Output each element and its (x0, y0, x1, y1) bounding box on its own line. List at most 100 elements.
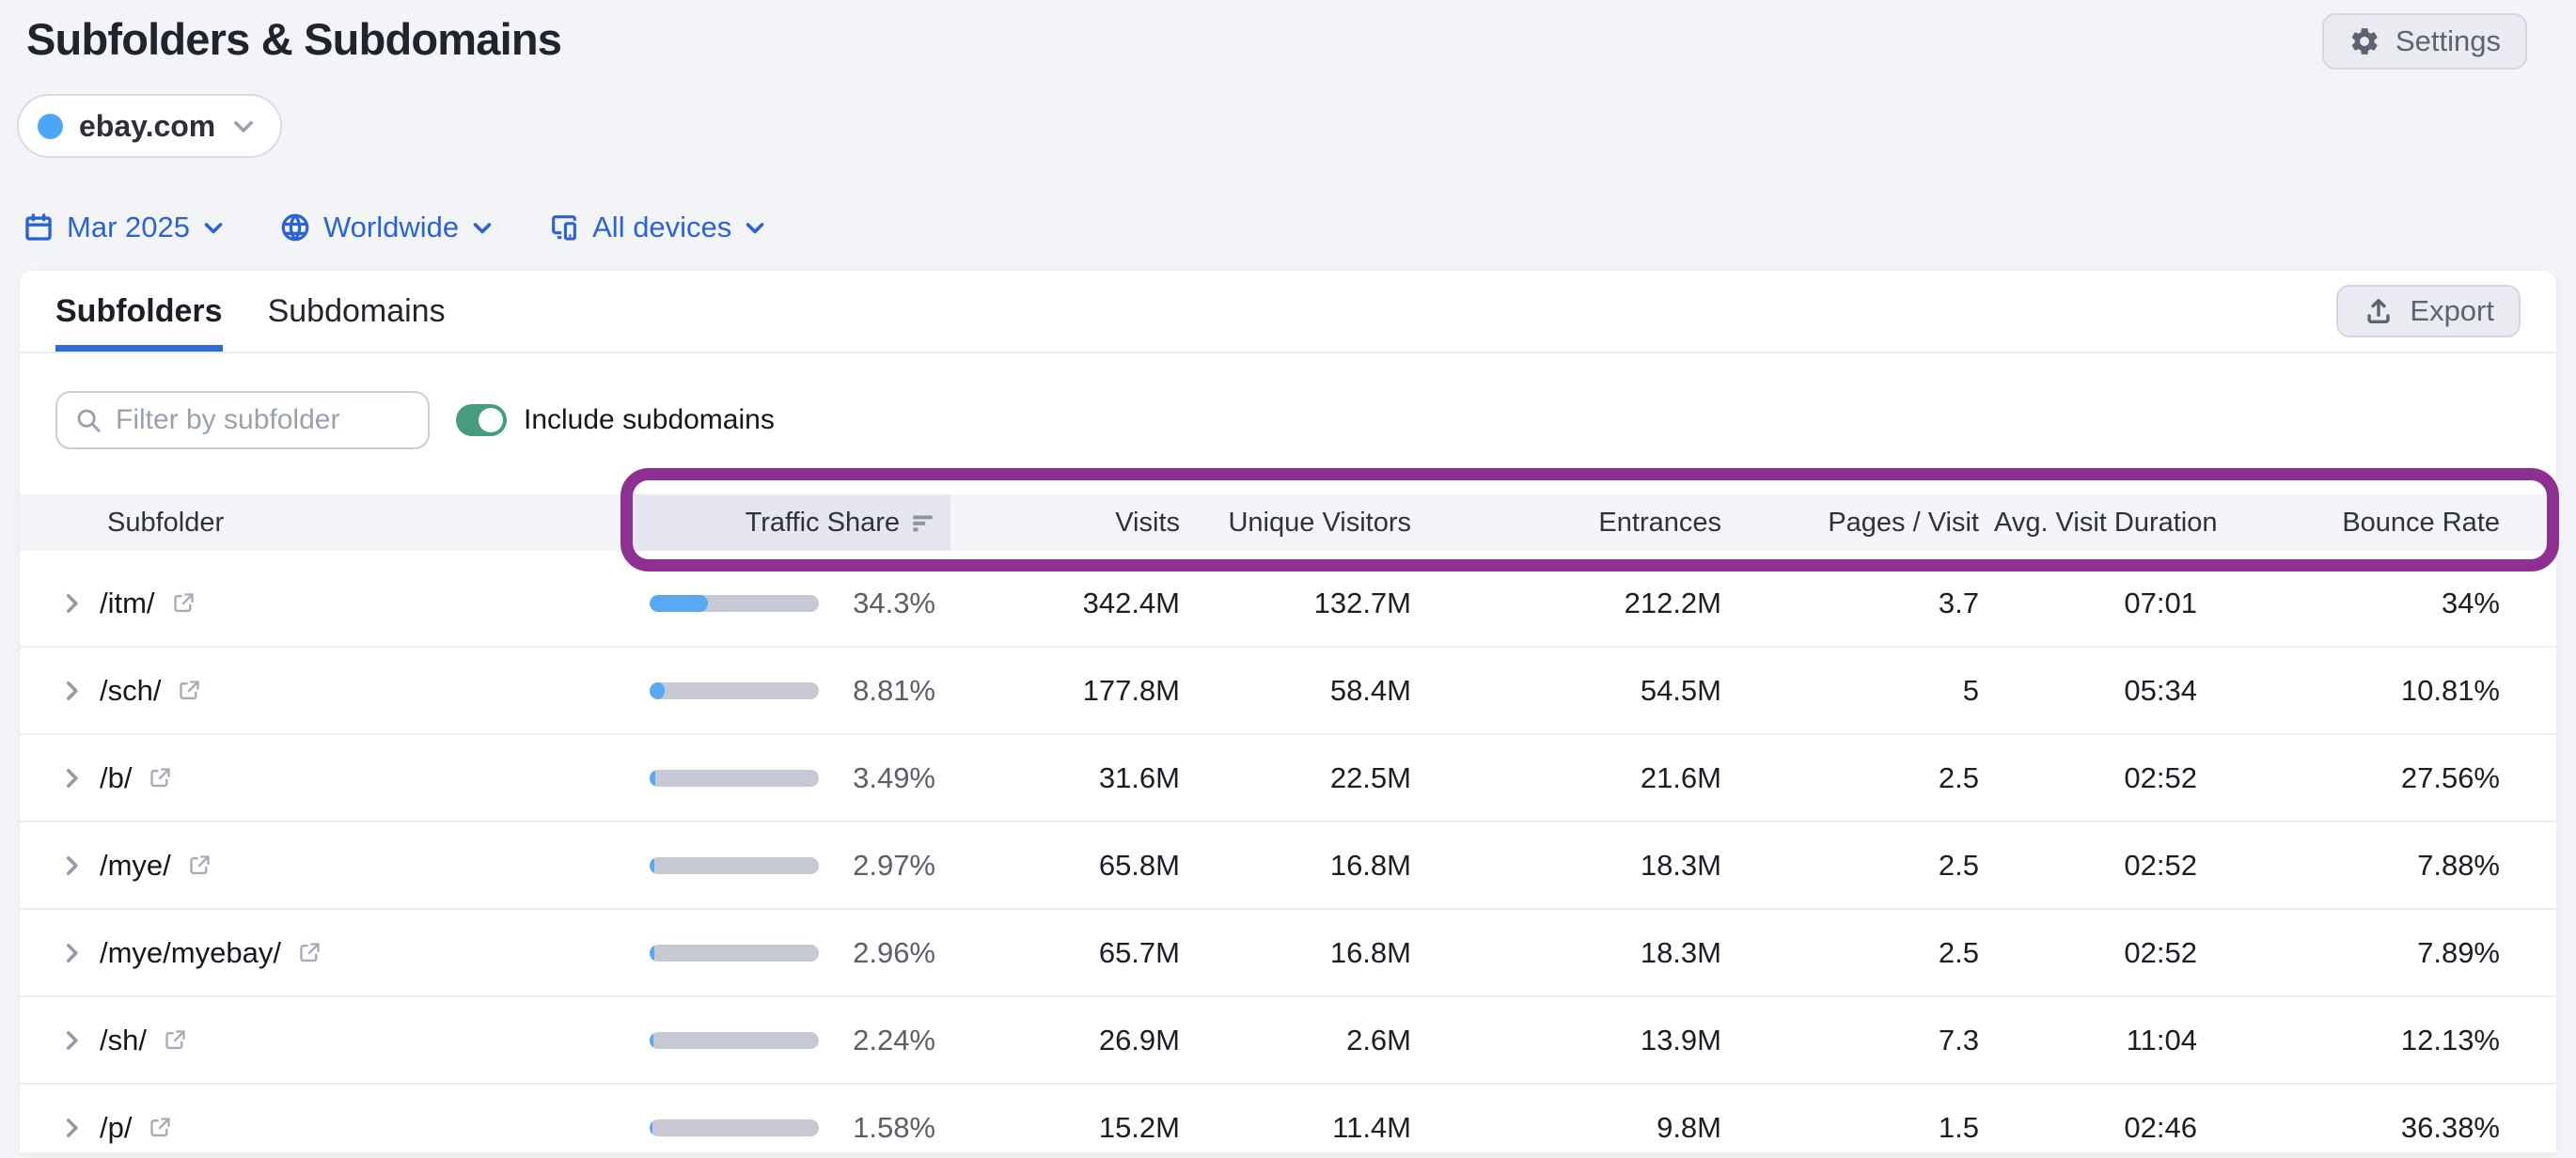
external-link-icon[interactable] (148, 1115, 173, 1140)
external-link-icon[interactable] (177, 678, 202, 703)
column-header-subfolder[interactable]: Subfolder (107, 507, 225, 538)
entrances-value: 9.8M (1657, 1110, 1721, 1144)
chevron-down-icon (471, 216, 494, 239)
chevron-right-icon[interactable] (59, 853, 84, 878)
unique-visitors-value: 2.6M (1346, 1023, 1411, 1056)
column-header-entrances[interactable]: Entrances (1598, 507, 1721, 538)
table-row: /b/ 3.49% 31.6M 22.5M 21.6M 2.5 02:52 27… (20, 735, 2556, 822)
filters-row: Mar 2025 Worldwide All devices (0, 211, 2576, 244)
column-header-visits[interactable]: Visits (1115, 507, 1180, 538)
traffic-share-value: 2.97% (853, 848, 935, 882)
gear-icon (2348, 25, 2380, 57)
column-header-traffic-share[interactable]: Traffic Share (631, 494, 950, 551)
unique-visitors-value: 11.4M (1332, 1110, 1411, 1144)
avg-visit-duration-value: 02:46 (2124, 1110, 2197, 1144)
external-link-icon[interactable] (187, 853, 212, 878)
column-header-traffic-share-label: Traffic Share (745, 507, 900, 538)
pages-per-visit-value: 3.7 (1938, 586, 1979, 619)
subfolder-filter-input[interactable] (55, 391, 430, 449)
traffic-share-bar-fill (650, 944, 655, 962)
pages-per-visit-value: 5 (1962, 673, 1979, 707)
external-link-icon[interactable] (163, 1027, 188, 1053)
external-link-icon[interactable] (148, 765, 173, 790)
page-title: Subfolders & Subdomains (26, 14, 562, 64)
pages-per-visit-value: 2.5 (1938, 935, 1979, 969)
domain-name: ebay.com (79, 108, 216, 143)
visits-value: 26.9M (1098, 1023, 1180, 1056)
traffic-share-value: 34.3% (853, 586, 935, 619)
traffic-share-bar-fill (650, 1031, 654, 1049)
subfolder-name: /b/ (100, 760, 133, 794)
bounce-rate-value: 36.38% (2400, 1110, 2500, 1144)
external-link-icon[interactable] (171, 590, 196, 616)
include-subdomains-toggle[interactable] (456, 404, 507, 436)
subfolder-name: /sch/ (100, 673, 162, 707)
traffic-share-bar (650, 944, 819, 962)
traffic-share-bar-fill (650, 681, 665, 699)
avg-visit-duration-value: 07:01 (2124, 586, 2197, 619)
table-row: /mye/myebay/ 2.96% 65.7M 16.8M 18.3M 2.5… (20, 910, 2556, 997)
chevron-right-icon[interactable] (59, 941, 84, 965)
subfolder-name: /mye/myebay/ (100, 935, 281, 969)
bounce-rate-value: 12.13% (2400, 1023, 2500, 1056)
top-bar: Subfolders & Subdomains Settings (0, 0, 2576, 70)
traffic-share-value: 2.24% (853, 1023, 935, 1056)
table-row: /sh/ 2.24% 26.9M 2.6M 13.9M 7.3 11:04 12… (20, 997, 2556, 1085)
date-filter-label: Mar 2025 (67, 211, 190, 243)
search-icon (74, 406, 102, 434)
unique-visitors-value: 16.8M (1329, 848, 1411, 882)
chevron-right-icon[interactable] (59, 591, 84, 616)
chevron-right-icon[interactable] (59, 1028, 84, 1053)
report-card: Subfolders Subdomains Export Include sub… (20, 271, 2556, 1152)
bounce-rate-value: 10.81% (2400, 673, 2500, 707)
devices-icon (548, 211, 580, 243)
subfolder-name: /mye/ (100, 848, 171, 882)
traffic-share-value: 3.49% (853, 760, 935, 794)
chevron-right-icon[interactable] (59, 766, 84, 790)
globe-icon (279, 211, 311, 243)
export-button-label: Export (2410, 294, 2494, 327)
devices-filter[interactable]: All devices (548, 211, 766, 244)
entrances-value: 18.3M (1640, 935, 1721, 969)
unique-visitors-value: 58.4M (1329, 673, 1411, 707)
avg-visit-duration-value: 11:04 (2126, 1023, 2197, 1056)
column-header-pages-per-visit[interactable]: Pages / Visit (1828, 507, 1979, 538)
entrances-value: 54.5M (1640, 673, 1721, 707)
upload-icon (2363, 295, 2395, 327)
subfolder-name: /sh/ (100, 1023, 147, 1056)
chevron-right-icon[interactable] (59, 1116, 84, 1140)
tab-subdomains[interactable]: Subdomains (267, 292, 446, 329)
bounce-rate-value: 7.88% (2417, 848, 2500, 882)
pages-per-visit-value: 2.5 (1938, 848, 1979, 882)
traffic-share-bar (650, 594, 819, 612)
unique-visitors-value: 22.5M (1329, 760, 1411, 794)
region-filter[interactable]: Worldwide (279, 211, 494, 244)
calendar-icon (23, 211, 55, 243)
chevron-down-icon (202, 216, 225, 239)
visits-value: 31.6M (1098, 760, 1180, 794)
unique-visitors-value: 16.8M (1329, 935, 1411, 969)
chevron-right-icon[interactable] (59, 679, 84, 703)
bounce-rate-value: 7.89% (2417, 935, 2500, 969)
column-header-avg-visit-duration[interactable]: Avg. Visit Duration (1994, 507, 2218, 538)
toggle-knob (479, 408, 503, 432)
column-header-bounce-rate[interactable]: Bounce Rate (2342, 507, 2500, 538)
tab-subfolders[interactable]: Subfolders (55, 271, 223, 352)
date-filter[interactable]: Mar 2025 (23, 211, 225, 244)
settings-button[interactable]: Settings (2321, 13, 2527, 70)
pages-per-visit-value: 1.5 (1938, 1110, 1979, 1144)
external-link-icon[interactable] (297, 940, 322, 965)
avg-visit-duration-value: 02:52 (2124, 935, 2197, 969)
subfolder-name: /itm/ (100, 586, 155, 619)
entrances-value: 18.3M (1640, 848, 1721, 882)
traffic-share-bar (650, 1031, 819, 1049)
column-header-unique-visitors[interactable]: Unique Visitors (1228, 507, 1411, 538)
traffic-share-bar-fill (650, 856, 655, 874)
domain-selector[interactable]: ebay.com (17, 94, 283, 158)
traffic-share-bar (650, 856, 819, 874)
traffic-share-bar-fill (650, 1119, 652, 1136)
traffic-share-bar (650, 769, 819, 787)
export-button[interactable]: Export (2336, 285, 2521, 337)
region-filter-label: Worldwide (322, 211, 460, 243)
avg-visit-duration-value: 02:52 (2124, 848, 2197, 882)
